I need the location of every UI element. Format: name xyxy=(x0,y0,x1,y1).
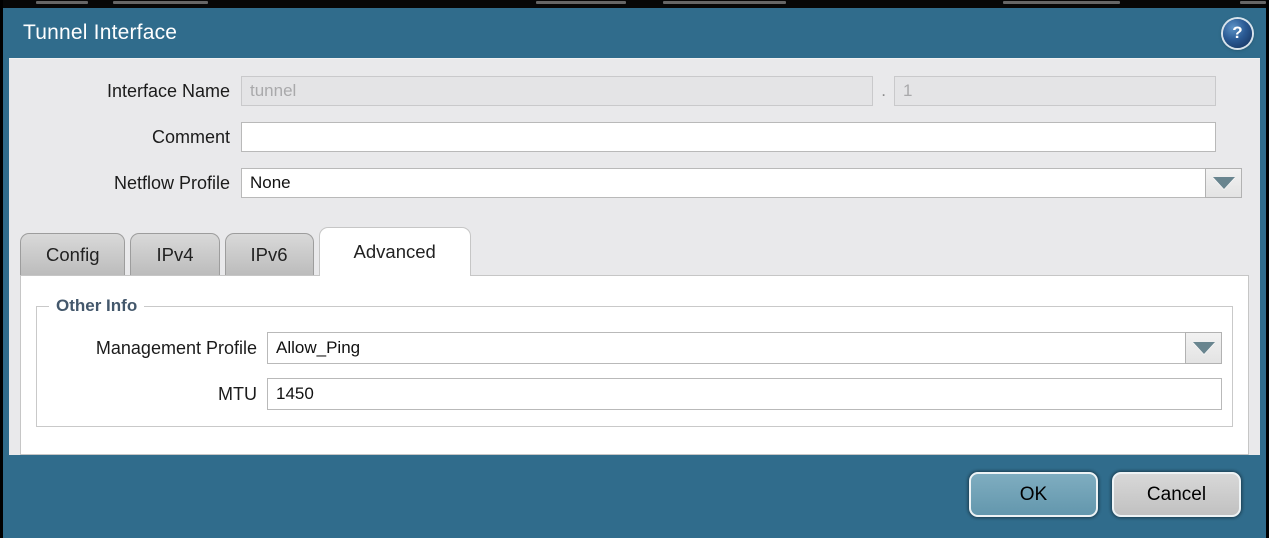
obscured-text xyxy=(113,1,208,4)
help-icon[interactable]: ? xyxy=(1223,18,1252,48)
interface-name-label: Interface Name xyxy=(106,80,230,101)
mtu-row: MTU xyxy=(37,378,1222,410)
help-glyph: ? xyxy=(1232,23,1243,42)
tab-config[interactable]: Config xyxy=(20,233,126,275)
cancel-button[interactable]: Cancel xyxy=(1112,472,1241,517)
ok-button[interactable]: OK xyxy=(969,472,1098,517)
netflow-profile-dropdown-button[interactable] xyxy=(1205,168,1242,198)
other-info-legend: Other Info xyxy=(56,296,138,315)
comment-input[interactable] xyxy=(241,122,1216,152)
chevron-down-icon xyxy=(1212,177,1235,189)
obscured-text xyxy=(36,1,88,4)
interface-name-input xyxy=(241,76,874,106)
netflow-profile-label: Netflow Profile xyxy=(113,172,230,193)
interface-name-unit-input xyxy=(894,76,1216,106)
obscured-text xyxy=(1003,1,1120,4)
obscured-text xyxy=(536,1,626,4)
mtu-input[interactable] xyxy=(267,378,1222,410)
dialog-title: Tunnel Interface xyxy=(23,21,178,44)
obscured-text xyxy=(1240,1,1266,4)
management-profile-label: Management Profile xyxy=(95,337,257,358)
management-profile-select xyxy=(267,332,1222,364)
netflow-profile-row: Netflow Profile xyxy=(9,168,1242,198)
other-info-section: Other Info Management Profile MTU xyxy=(36,296,1233,427)
chevron-down-icon xyxy=(1192,342,1215,354)
netflow-profile-input[interactable] xyxy=(241,168,1205,198)
obscured-background-page xyxy=(3,0,1266,8)
mtu-label: MTU xyxy=(218,383,257,404)
management-profile-dropdown-button[interactable] xyxy=(1185,332,1222,364)
advanced-tab-panel: Other Info Management Profile MTU xyxy=(20,275,1249,455)
management-profile-input[interactable] xyxy=(267,332,1185,364)
interface-name-row: Interface Name . xyxy=(9,76,1216,106)
comment-label: Comment xyxy=(151,126,230,147)
tab-bar: Config IPv4 IPv6 Advanced xyxy=(9,227,1260,276)
management-profile-row: Management Profile xyxy=(37,332,1222,364)
tunnel-interface-dialog: Tunnel Interface ? Interface Name . Comm… xyxy=(3,8,1266,538)
dialog-titlebar: Tunnel Interface ? xyxy=(3,8,1266,58)
netflow-profile-select xyxy=(241,168,1242,198)
dialog-body: Interface Name . Comment Netflow Profile xyxy=(9,58,1260,455)
tab-ipv4[interactable]: IPv4 xyxy=(130,233,220,275)
interface-name-separator: . xyxy=(881,81,886,100)
dialog-footer: OK Cancel xyxy=(3,455,1266,538)
comment-row: Comment xyxy=(9,122,1216,152)
tab-ipv6[interactable]: IPv6 xyxy=(224,233,314,275)
obscured-text xyxy=(663,1,786,4)
tab-advanced[interactable]: Advanced xyxy=(318,227,471,276)
